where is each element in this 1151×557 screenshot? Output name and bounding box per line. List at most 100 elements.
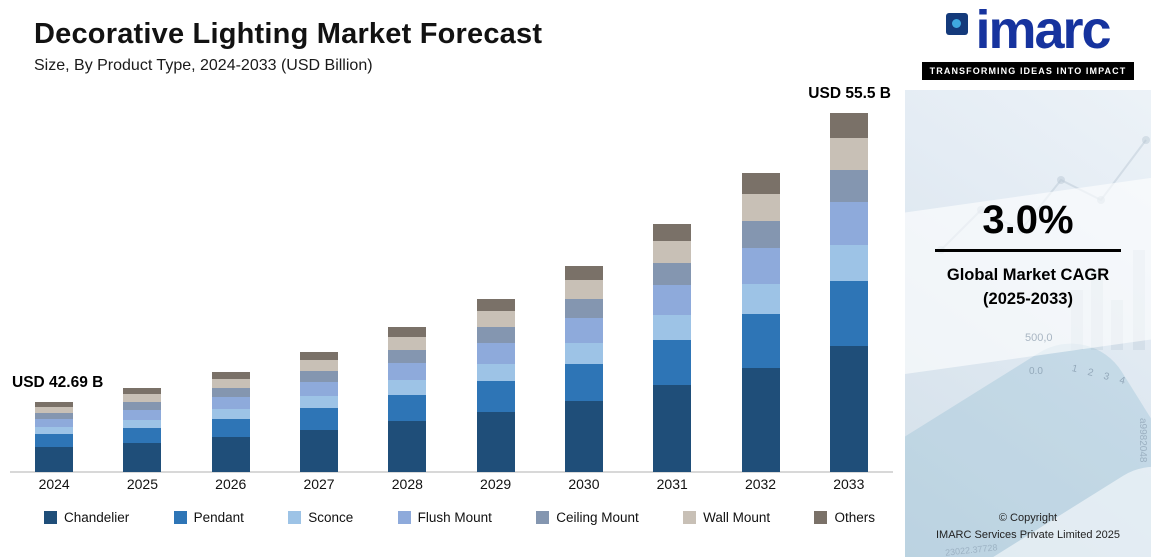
x-axis-label-2031: 2031 [656,476,688,492]
segment-wall-mount [123,394,162,402]
stacked-bar-2024 [35,402,74,472]
segment-sconce [123,420,162,428]
x-axis-label-2026: 2026 [215,476,247,492]
legend-label-ceiling-mount: Ceiling Mount [556,510,639,525]
bar-column-2024: 2024 [35,98,74,494]
segment-others [564,266,603,280]
bar-column-2032: 2032 [741,98,780,494]
segment-wall-mount [564,280,603,299]
chart-subtitle: Size, By Product Type, 2024-2033 (USD Bi… [34,57,373,74]
stacked-bar-2026 [211,372,250,472]
legend-item-flush-mount: Flush Mount [397,510,492,525]
legend-swatch-wall-mount [683,511,697,524]
segment-ceiling-mount [564,299,603,318]
stacked-bar-2030 [564,266,603,472]
legend-swatch-others [814,511,828,524]
segment-wall-mount [829,138,868,170]
legend-item-ceiling-mount: Ceiling Mount [536,510,639,525]
legend-label-others: Others [834,510,875,525]
legend-swatch-sconce [288,511,302,524]
legend-item-others: Others [814,510,875,525]
segment-flush-mount [35,419,74,427]
x-axis-label-2024: 2024 [38,476,70,492]
legend-label-flush-mount: Flush Mount [417,510,492,525]
segment-flush-mount [829,202,868,245]
copyright-line2: IMARC Services Private Limited 2025 [935,528,1120,541]
cagr-underline [935,248,1121,252]
segment-ceiling-mount [476,327,515,343]
segment-chandelier [564,401,603,472]
page-title: Decorative Lighting Market Forecast [34,18,543,50]
segment-wall-mount [653,241,692,263]
segment-wall-mount [300,360,339,371]
bar-column-2026: 2026 [211,98,250,494]
segment-sconce [35,427,74,434]
segment-sconce [300,396,339,408]
bar-column-2029: 2029 [476,98,515,494]
segment-chandelier [476,412,515,472]
brand-panel: 500,0 0.0 1 2 3 4 a9982048 23022.37728 imarc… [905,0,1151,557]
legend-item-chandelier: Chandelier [44,510,129,525]
segment-flush-mount [653,285,692,315]
segment-chandelier [300,430,339,472]
bar-column-2033: 2033 [829,98,868,494]
segment-sconce [211,409,250,419]
segment-others [829,113,868,138]
segment-pendant [211,419,250,437]
chart-columns: 2024 2025 2026 2027 2028 2029 2030 2031 2032 2033 [10,98,893,494]
x-axis-label-2025: 2025 [126,476,159,492]
logo-tagline: TRANSFORMING IDEAS INTO IMPACT [921,61,1135,80]
imarc-logo-text: imarc [975,0,1111,60]
stacked-bar-2025 [123,388,162,472]
segment-sconce [564,343,603,364]
copyright: © Copyright IMARC Services Private Limit… [905,510,1151,543]
segment-others [741,173,780,194]
segment-chandelier [653,385,692,472]
segment-flush-mount [388,363,427,380]
segment-ceiling-mount [388,350,427,363]
segment-pendant [388,395,427,421]
segment-pendant [741,314,780,368]
segment-flush-mount [123,410,162,420]
x-axis-label-2027: 2027 [303,476,335,492]
bar-column-2028: 2028 [388,98,427,494]
segment-sconce [741,284,780,314]
logo-dot-icon [952,19,962,28]
segment-wall-mount [476,311,515,327]
x-axis-label-2032: 2032 [744,476,777,492]
segment-sconce [653,315,692,340]
segment-chandelier [388,421,427,472]
legend-swatch-chandelier [44,511,57,524]
segment-chandelier [211,437,250,472]
legend-item-sconce: Sconce [288,510,353,525]
stacked-bar-2031 [653,224,692,472]
cagr-block: 3.0% Global Market CAGR (2025-2033) [905,198,1151,312]
segment-pendant [476,381,515,412]
x-axis-label-2028: 2028 [391,476,423,492]
segment-wall-mount [388,337,427,350]
bar-column-2031: 2031 [653,98,692,494]
segment-ceiling-mount [829,170,868,202]
legend: Chandelier Pendant Sconce Flush Mount Ceilin… [44,510,875,525]
bar-column-2025: 2025 [123,98,162,494]
segment-sconce [388,380,427,395]
segment-flush-mount [741,248,780,284]
legend-item-pendant: Pendant [173,510,244,525]
x-axis-label-2030: 2030 [568,476,600,492]
segment-others [123,388,162,394]
imarc-logo: imarc [905,0,1151,60]
legend-label-sconce: Sconce [308,510,354,525]
legend-item-wall-mount: Wall Mount [683,510,770,525]
chart-section: Decorative Lighting Market Forecast Size… [0,0,905,525]
segment-flush-mount [564,318,603,343]
chart-header: Decorative Lighting Market Forecast Size… [0,0,905,75]
legend-label-pendant: Pendant [193,510,244,525]
segment-chandelier [35,447,74,472]
cagr-label: Global Market CAGR [946,265,1110,284]
legend-label-chandelier: Chandelier [64,510,130,525]
segment-others [35,402,74,407]
bar-column-2027: 2027 [300,98,339,494]
annotation-2033: USD 55.5 B [808,85,891,102]
segment-others [476,299,515,311]
